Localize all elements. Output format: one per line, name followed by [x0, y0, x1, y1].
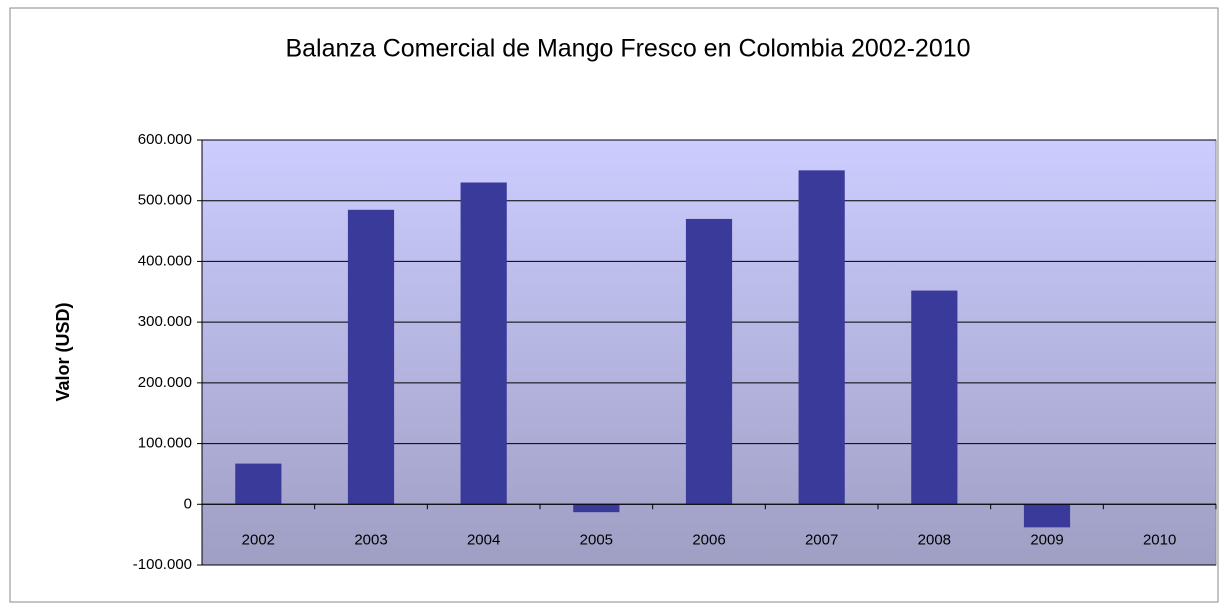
y-tick-label: 0: [184, 495, 192, 512]
bar: [911, 290, 958, 505]
x-tick-label: 2002: [242, 531, 275, 548]
chart-title: Balanza Comercial de Mango Fresco en Col…: [285, 35, 970, 63]
y-tick-label: 500.000: [138, 192, 192, 209]
x-tick-label: 2006: [692, 531, 725, 548]
x-tick-label: 2010: [1143, 531, 1176, 548]
x-tick-label: 2003: [354, 531, 387, 548]
bar: [1023, 504, 1071, 528]
y-axis-title: Valor (USD): [53, 302, 73, 401]
y-tick-label: 300.000: [138, 313, 192, 330]
y-tick-label: 100.000: [138, 435, 192, 452]
x-tick-label: 2008: [918, 531, 951, 548]
y-tick-label: 200.000: [138, 374, 192, 391]
bar: [798, 170, 845, 505]
bar: [235, 463, 282, 505]
y-tick-label: -100.000: [133, 556, 192, 573]
x-tick-label: 2004: [467, 531, 500, 548]
bar: [685, 218, 733, 505]
bar: [460, 182, 507, 505]
bar: [347, 209, 395, 505]
x-tick-label: 2007: [805, 531, 838, 548]
y-tick-label: 400.000: [138, 252, 192, 269]
bar: [573, 504, 620, 513]
y-tick-label: 600.000: [138, 131, 192, 148]
x-tick-label: 2009: [1030, 531, 1063, 548]
x-tick-label: 2005: [580, 531, 613, 548]
